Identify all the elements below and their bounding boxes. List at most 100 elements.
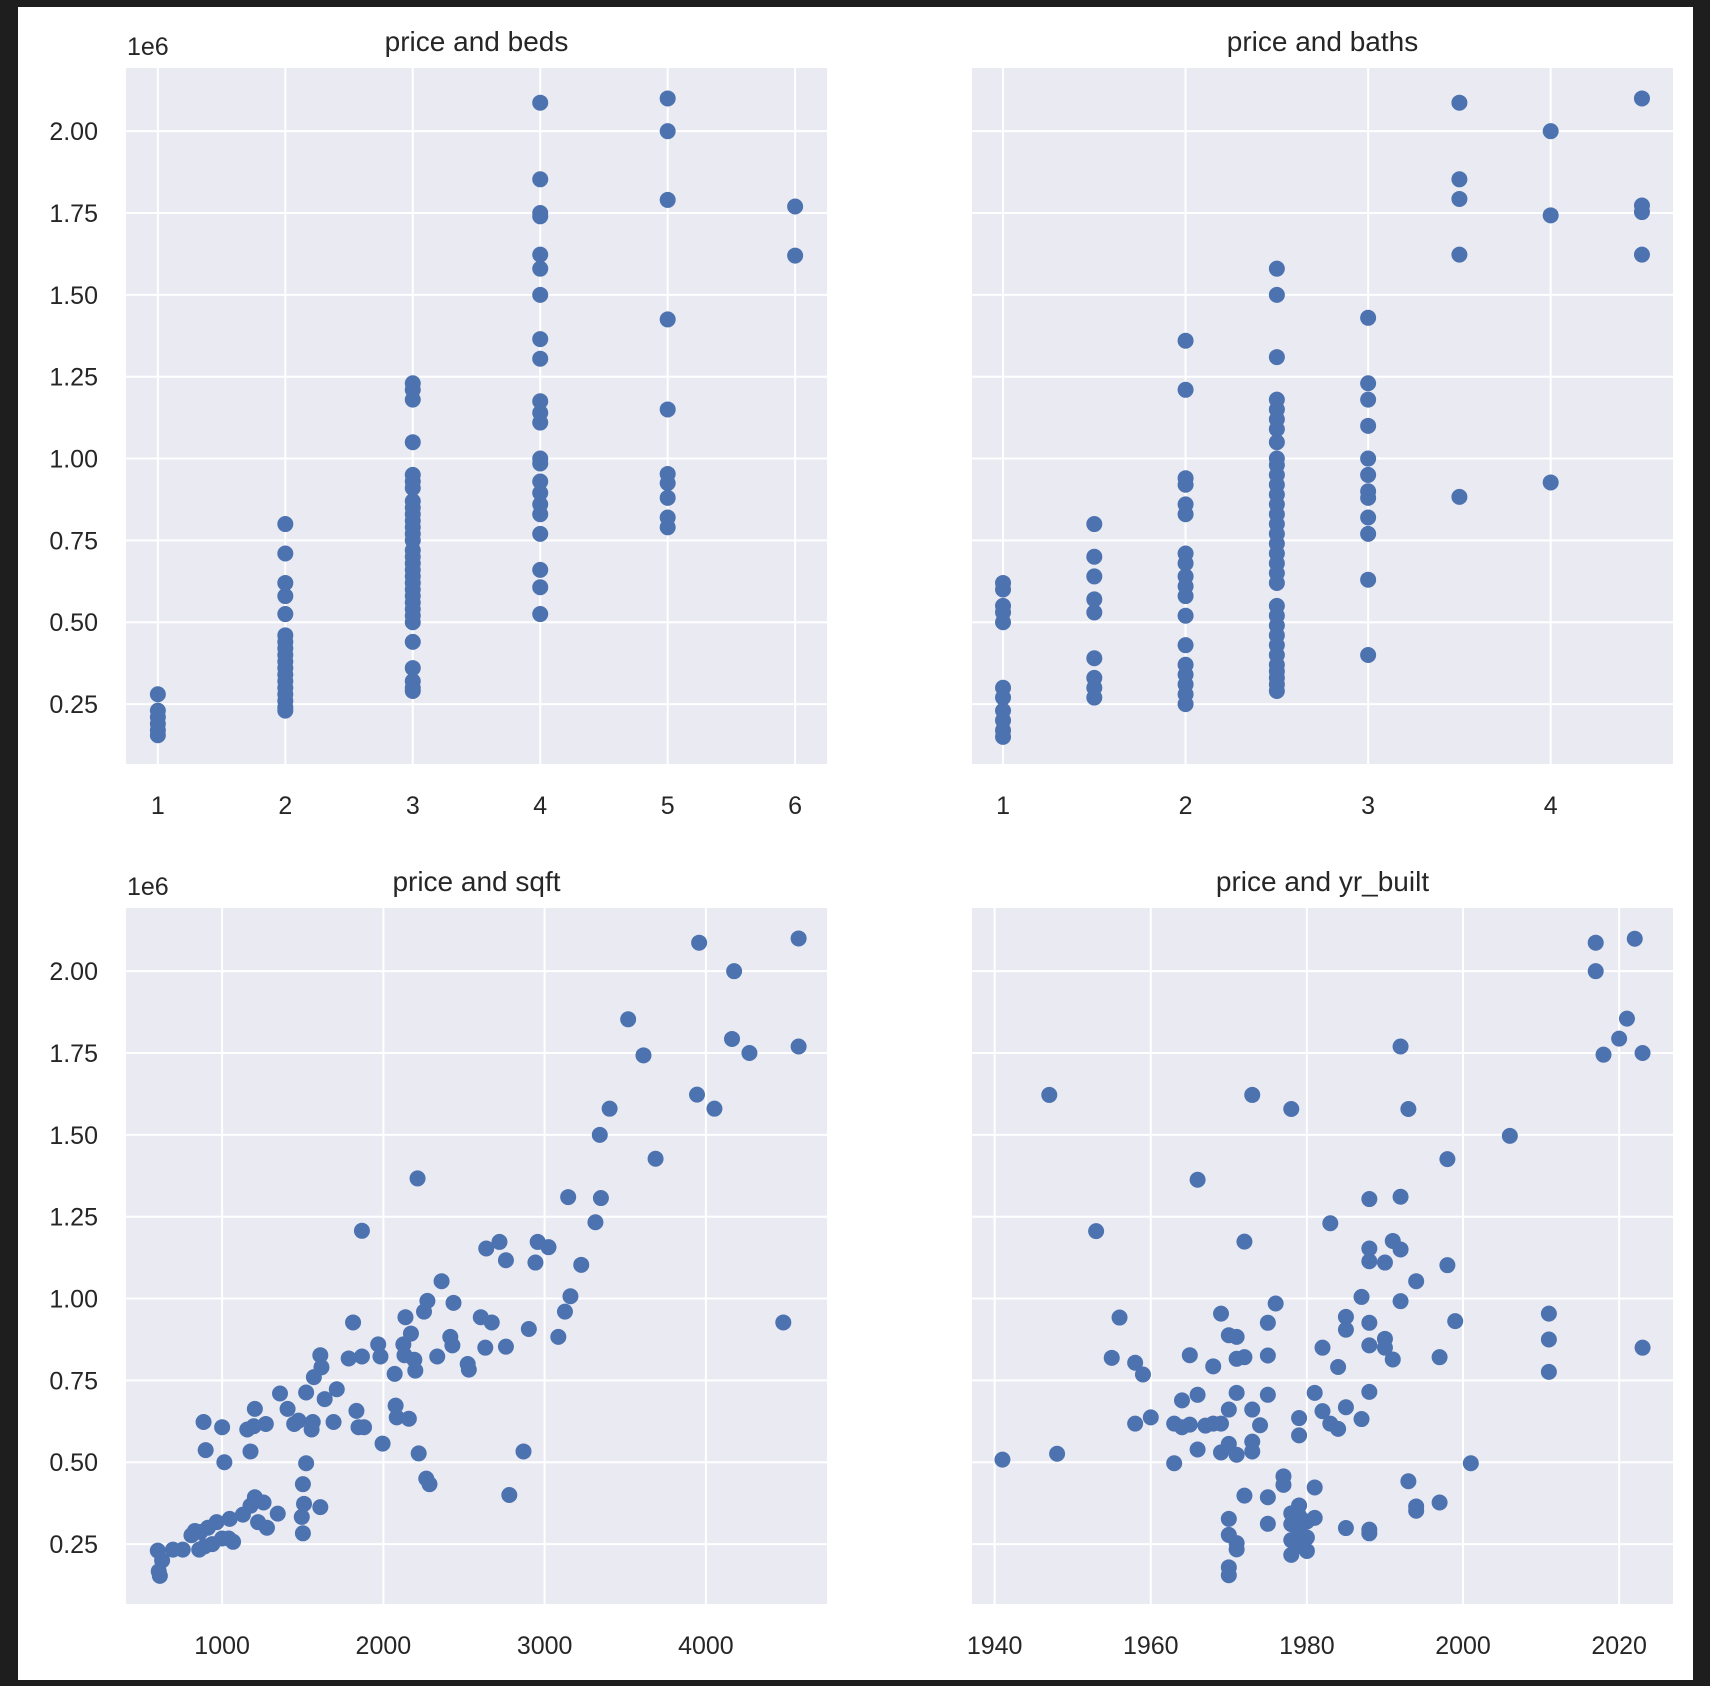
data-point [1392,1188,1409,1205]
data-point [1361,1253,1378,1270]
data-point [1447,1313,1464,1330]
data-point [340,1350,357,1367]
data-point [388,1409,405,1426]
data-point [258,1519,275,1536]
data-point [1259,1347,1276,1364]
y-tick-label: 0.25 [49,1531,98,1559]
data-point [387,1397,404,1414]
data-point [356,1419,373,1436]
data-point [501,1486,518,1503]
data-point [1542,207,1559,224]
data-point [328,1381,345,1398]
data-point [1337,1399,1354,1416]
data-point [1392,1293,1409,1310]
data-point [1111,1309,1128,1326]
data-point [1400,1473,1417,1490]
data-point [995,689,1012,706]
y-offset-label: 1e6 [127,33,169,61]
data-point [1103,1349,1120,1366]
data-point [1228,1446,1245,1463]
data-point [1086,591,1103,608]
data-point [416,1303,433,1320]
x-tick-label: 3000 [517,1632,573,1660]
data-point [573,1256,590,1273]
data-point [532,484,549,501]
data-point [560,1189,577,1206]
data-point [1376,1339,1393,1356]
data-point [305,1369,322,1386]
chart-title: price and yr_built [1216,866,1429,897]
x-tick-label: 4 [533,792,547,820]
data-point [995,614,1012,631]
data-point [1220,1510,1237,1527]
data-point [1177,476,1194,493]
data-point [191,1541,208,1558]
data-point [1086,650,1103,667]
data-point [404,391,421,408]
data-point [1462,1455,1479,1472]
data-point [532,171,549,188]
data-point [404,480,421,497]
data-point [995,728,1012,745]
data-point [1361,1314,1378,1331]
data-point [532,525,549,542]
data-point [532,506,549,523]
data-point [277,574,294,591]
data-point [1384,1351,1401,1368]
figure: 1 2 3 4 5 6 0.25 0.50 0.75 1.00 1.25 1.50 1.75 2.00 pr… [18,7,1693,1680]
data-point [1542,474,1559,491]
y-tick-label: 0.75 [49,1367,98,1395]
data-point [1177,607,1194,624]
data-point [1408,1273,1425,1290]
data-point [1086,516,1103,533]
data-point [659,519,676,536]
data-point [1439,1151,1456,1168]
data-point [149,686,166,703]
data-point [790,930,807,947]
data-point [1220,1567,1237,1584]
data-point [532,350,549,367]
data-point [1633,204,1650,221]
data-point [1611,1030,1628,1047]
data-point [1322,1215,1339,1232]
data-point [1177,506,1194,523]
data-point [1400,1101,1417,1118]
data-point [255,1494,272,1511]
subplot-2: 1 2 3 4 price and baths [972,26,1673,820]
data-point [404,614,421,631]
data-point [497,1252,514,1269]
data-point [277,588,294,605]
data-point [995,581,1012,598]
data-point [325,1413,342,1430]
data-point [1633,90,1650,107]
data-point [532,414,549,431]
data-point [1376,1254,1393,1271]
data-point [1142,1409,1159,1426]
data-point [691,934,708,951]
data-point [532,579,549,596]
data-point [1330,1358,1347,1375]
data-point [298,1455,315,1472]
y-tick-label: 1.50 [49,1122,98,1150]
data-point [532,260,549,277]
data-point [1542,123,1559,140]
data-point [1618,1010,1635,1027]
data-point [1360,509,1377,526]
data-point [994,1451,1011,1468]
y-tick-label: 2.00 [49,118,98,146]
data-point [277,606,294,623]
data-point [1228,1541,1245,1558]
data-point [1177,637,1194,654]
x-tick-label: 2000 [356,1632,412,1660]
data-point [234,1506,251,1523]
data-point [1189,1171,1206,1188]
data-point [1353,1288,1370,1305]
x-tick-label: 3 [1361,792,1375,820]
data-point [1298,1542,1315,1559]
y-offset-label: 1e6 [127,873,169,901]
data-point [353,1348,370,1365]
data-point [1173,1392,1190,1409]
data-point [277,516,294,533]
data-point [1236,1487,1253,1504]
data-point [1086,568,1103,585]
